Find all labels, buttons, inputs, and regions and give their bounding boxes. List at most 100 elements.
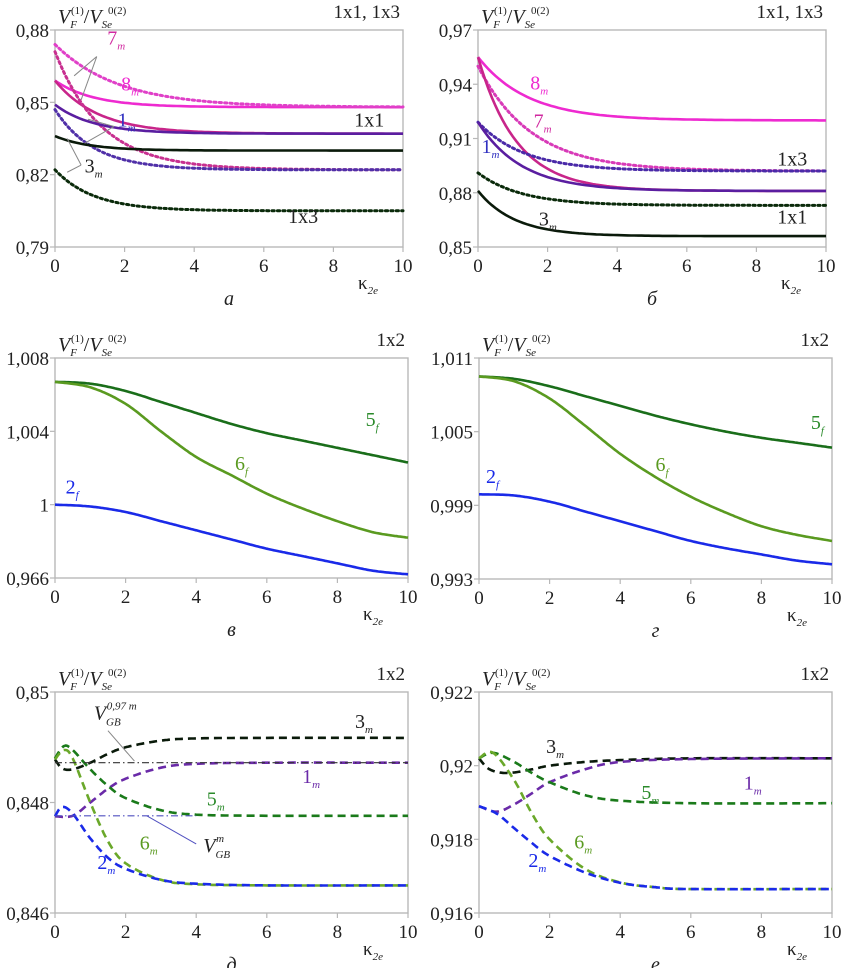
curve-label: 5f [811,412,826,437]
x-axis-label: κ2e [363,939,383,963]
curve-label: 5f [366,409,381,434]
leader-line [107,730,135,762]
x-tick-label: 0 [474,922,484,943]
x-tick-label: 2 [545,922,555,943]
vgb-m-label: VGBm [203,833,230,861]
y-tick-label: 0,999 [430,496,473,517]
x-axis-label: κ2e [787,605,807,629]
series-line-5m [53,744,408,818]
curve-label: 1m [302,766,320,791]
y-tick-label: 1,004 [6,422,49,443]
curve-label: 1x1 [777,206,807,228]
y-tick-label: 0,79 [16,238,49,259]
leader-line [146,815,197,845]
x-tick-label: 6 [686,588,696,609]
x-tick-label: 2 [545,588,555,609]
series-line-1m-1x1 [54,103,403,135]
y-tick-label: 1 [40,496,50,517]
x-axis-label: κ2e [781,273,801,297]
panel-b: 0,85 0,88 0,91 0,94 0,97 0 2 4 6 8 10 VF(1)/VSe0(2)… [439,2,836,310]
x-tick-label: 10 [823,922,842,943]
y-tick-label: 1,008 [6,349,49,370]
y-tick-label: 0,966 [6,569,49,590]
curve-label: 1x3 [288,206,318,228]
panel-g: 0,993 0,999 1,005 1,011 0 2 4 6 8 10 VF(1)/VSe0(2)… [430,330,841,642]
x-tick-label: 8 [757,922,767,943]
series-line-5f [478,375,833,449]
series-line-1m-1x3 [476,120,828,173]
series-line-8m-1x3 [53,43,405,109]
x-axis-label: κ2e [358,273,378,297]
x-tick-label: 10 [399,587,418,608]
series-line-1m-1x1 [476,121,826,193]
panel-e: 0,916 0,918 0,92 0,922 0 2 4 6 8 10 VF(1)/VSe0(2) 1… [430,664,841,968]
curve-label: 8m [530,73,548,98]
panel-caption: д [226,954,236,968]
series-line-3m-1x3 [53,168,405,213]
series-line-2m [53,805,408,887]
leader-line [87,118,115,127]
x-tick-label: 2 [120,256,130,277]
y-tick-label: 0,846 [6,904,49,925]
y-axis-label: VF(1)/VSe0(2) [58,5,127,31]
x-tick-label: 8 [752,256,762,277]
x-tick-label: 0 [473,256,483,277]
series-line-6f [54,380,409,539]
curve-label: 1m [118,109,136,134]
x-tick-label: 10 [394,256,413,277]
series-line-3m-1x1 [477,190,826,238]
leader-line [73,56,98,77]
panel-d: 0,846 0,848 0,85 0 2 4 6 8 10 VF(1)/VSe0(2) 1x2 κ2e… [6,664,417,968]
series-line-2f [55,503,409,576]
mode-label: 1x2 [377,330,406,351]
x-tick-label: 0 [50,922,60,943]
curve-label: 1m [481,136,499,161]
leader-line [66,138,82,166]
x-tick-label: 6 [682,256,692,277]
curve-label: 2m [528,850,546,875]
x-tick-label: 0 [50,587,60,608]
mode-label: 1x2 [377,664,406,685]
y-axis-label: VF(1)/VSe0(2) [58,667,127,693]
series-line-8m-1x1 [476,56,826,122]
x-tick-label: 8 [757,588,767,609]
curve-label: 2f [66,477,81,502]
x-tick-label: 8 [333,922,343,943]
y-tick-label: 0,92 [440,757,473,778]
curve-label: 7m [107,27,125,52]
x-tick-label: 6 [259,256,269,277]
curve-label: 6f [656,454,671,479]
x-tick-label: 2 [121,587,131,608]
plot-frame [478,357,833,580]
x-tick-label: 4 [612,256,622,277]
curve-label: 3m [355,711,373,736]
y-tick-label: 0,922 [430,683,473,704]
y-tick-label: 0,85 [439,238,472,259]
plot-frame [477,29,827,248]
series-line-7m-1x3 [53,50,405,172]
panel-v: 0,966 1 1,004 1,008 0 2 4 6 8 10 VF(1)/VSe0(2) 1x2 κ… [6,330,417,641]
curve-label: 1x1 [354,109,384,131]
x-tick-label: 2 [121,922,131,943]
series-line-1m-1x3 [53,108,405,172]
series-line-5f [54,380,409,464]
x-tick-label: 4 [191,922,201,943]
plot-frame [54,357,409,579]
panel-caption: е [651,954,660,968]
x-tick-label: 4 [615,922,625,943]
y-tick-label: 0,993 [430,570,473,591]
curve-label: 6m [574,832,592,857]
plot-frame [54,29,404,248]
y-axis-label: VF(1)/VSe0(2) [58,333,127,359]
leader-line [84,126,115,144]
series-line-2f [479,493,833,566]
y-tick-label: 1,005 [430,423,473,444]
x-tick-label: 0 [50,256,60,277]
x-tick-label: 8 [329,256,339,277]
y-axis-label: VF(1)/VSe0(2) [481,5,550,31]
panel-caption: г [652,620,660,642]
curve-label: 1x3 [777,149,807,171]
x-axis-label: κ2e [787,939,807,963]
series-line-1m [55,761,408,819]
y-tick-label: 1,011 [431,349,473,370]
